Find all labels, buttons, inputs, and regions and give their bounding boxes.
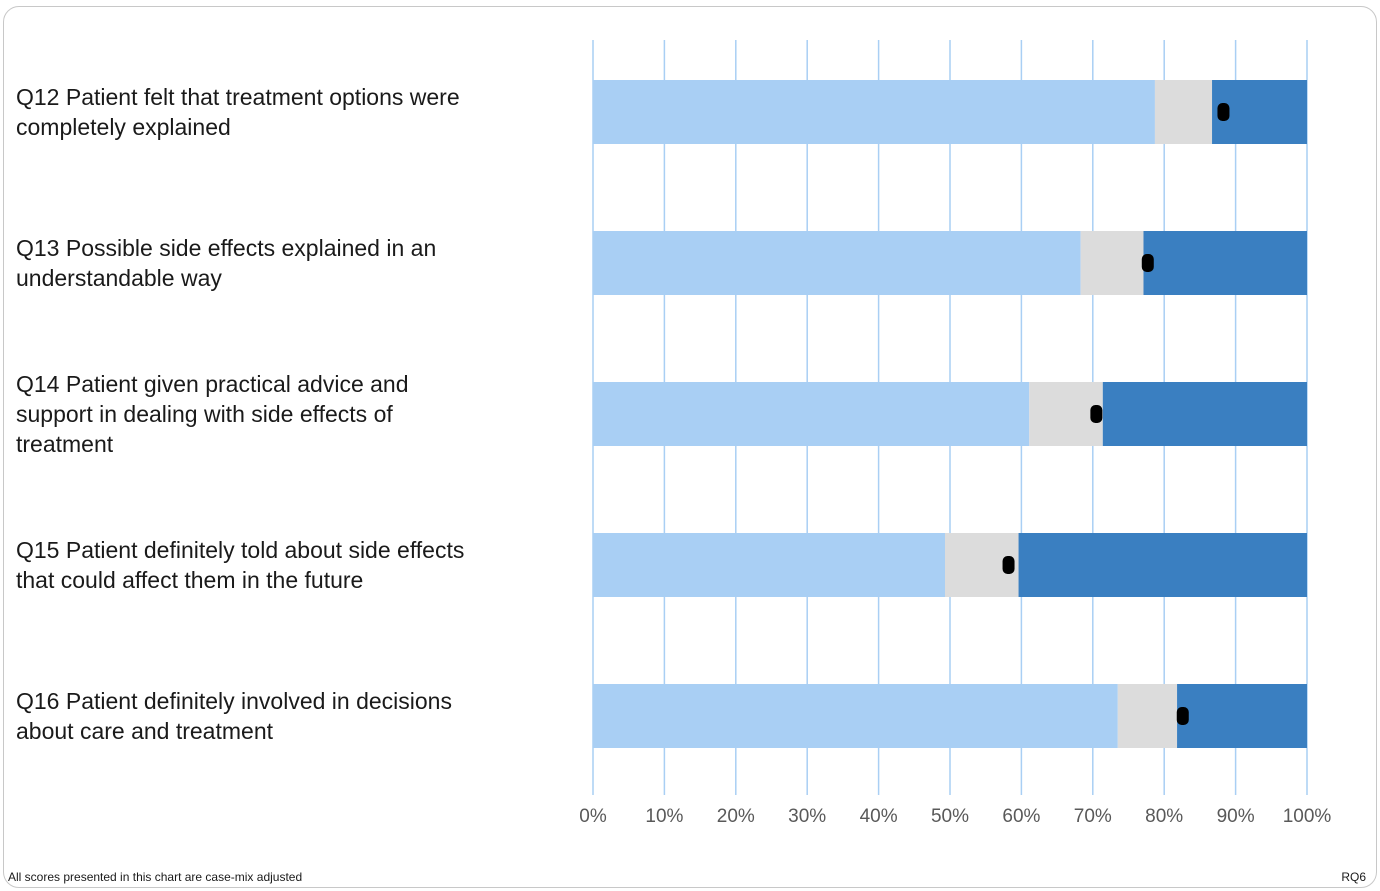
category-label: Q16 Patient definitely involved in decis… [16,686,556,746]
category-label: Q12 Patient felt that treatment options … [16,82,556,142]
category-label-line: support in dealing with side effects of [16,401,393,427]
marker [1090,405,1103,423]
category-label-line: Q13 Possible side effects explained in a… [16,235,437,261]
x-tick-label: 100% [1282,806,1332,827]
bar-segment-3 [1143,231,1307,295]
bar-segment-1 [593,684,1118,748]
chart-code: RQ6 [1341,870,1366,884]
x-tick-label: 40% [859,806,898,827]
marker [1002,556,1015,574]
x-tick-label: 30% [788,806,827,827]
bars [593,80,1307,748]
bar-segment-2 [1080,231,1144,295]
x-tick-label: 50% [930,806,970,827]
category-label: Q14 Patient given practical advice and su… [16,369,556,459]
category-label: Q15 Patient definitely told about side e… [16,535,556,595]
markers [1002,103,1230,725]
category-label-line: completely explained [16,114,231,140]
category-label-line: treatment [16,431,114,457]
category-label: Q13 Possible side effects explained in a… [16,233,556,293]
bar-segment-2 [1154,80,1213,144]
bar-segment-3 [1102,382,1307,446]
bar-segment-3 [1018,533,1307,597]
category-label-line: Q12 Patient felt that treatment options … [16,84,460,110]
bar-segment-1 [593,533,946,597]
marker [1217,103,1230,121]
x-tick-label: 0% [579,806,607,827]
x-tick-label: 20% [716,806,755,827]
category-label-line: Q14 Patient given practical advice and [16,371,409,397]
x-tick-label: 70% [1073,806,1112,827]
chart-frame [3,6,1377,888]
bar-segment-3 [1177,684,1307,748]
marker [1176,707,1189,725]
category-label-line: understandable way [16,265,222,291]
x-tick-label: 60% [1002,806,1041,827]
category-label-line: Q15 Patient definitely told about side e… [16,537,465,563]
category-label-line: about care and treatment [16,718,273,744]
category-label-line: that could affect them in the future [16,567,364,593]
bar-segment-1 [593,80,1155,144]
bar-segment-2 [1117,684,1178,748]
footnote: All scores presented in this chart are c… [8,870,303,884]
x-tick-label: 90% [1216,806,1255,827]
category-label-line: Q16 Patient definitely involved in decis… [16,688,452,714]
x-tick-label: 10% [645,806,684,827]
bar-segment-1 [593,382,1030,446]
x-tick-label: 80% [1145,806,1184,827]
bar-segment-1 [593,231,1081,295]
marker [1141,254,1154,272]
